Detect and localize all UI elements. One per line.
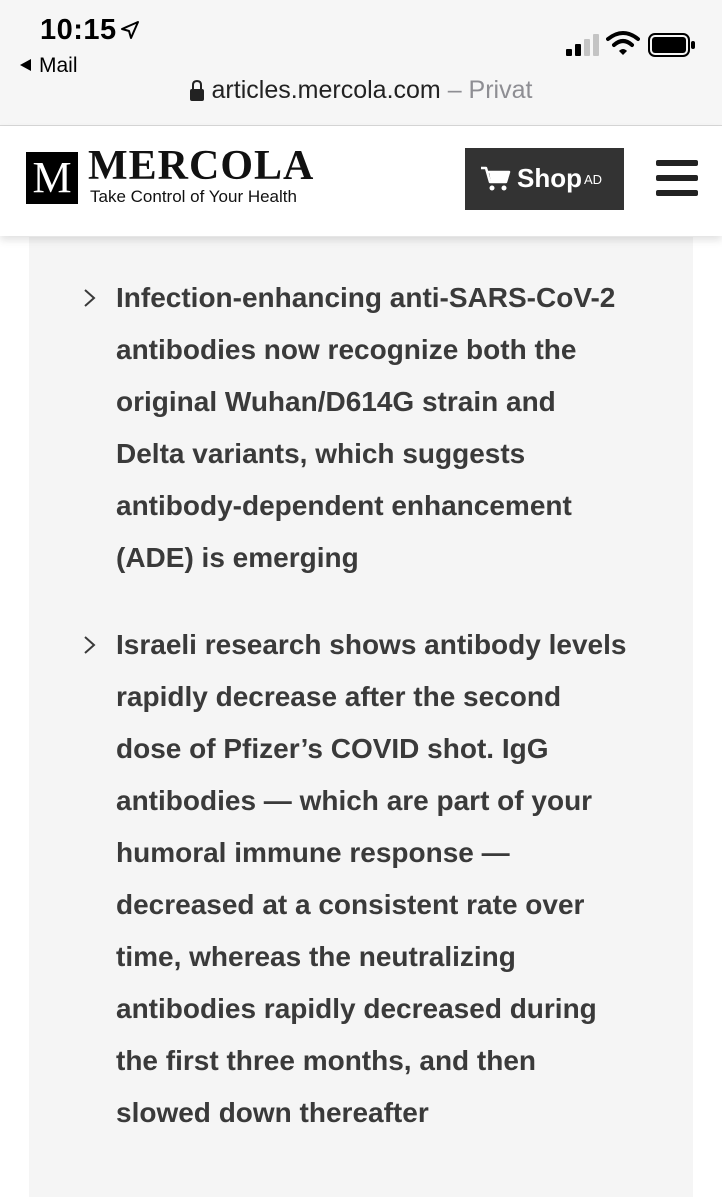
ad-label: AD bbox=[584, 172, 603, 187]
chevron-right-icon bbox=[84, 636, 96, 654]
text-line: humoral immune response — bbox=[116, 837, 510, 868]
logo-name: MERCOLA bbox=[88, 143, 315, 189]
text-line: antibodies rapidly decreased during bbox=[116, 993, 597, 1024]
story-summary-box: Infection-enhancing anti-SARS-CoV-2 anti… bbox=[29, 237, 693, 1197]
text-line: the first three months, and then bbox=[116, 1045, 537, 1076]
cart-icon bbox=[481, 166, 511, 191]
shop-button[interactable]: Shop AD bbox=[465, 148, 624, 210]
text-line: dose of Pfizer’s COVID shot. IgG bbox=[116, 733, 549, 764]
wifi-icon bbox=[606, 31, 640, 55]
battery-icon bbox=[648, 33, 695, 57]
text-line: decreased at a consistent rate over bbox=[116, 889, 585, 920]
text-line: slowed down thereafter bbox=[116, 1097, 429, 1128]
privacy-label: – Privat bbox=[440, 76, 533, 104]
url-text: articles.mercola.com bbox=[211, 76, 441, 104]
address-bar[interactable]: articles.mercola.com – Privat bbox=[0, 76, 722, 105]
back-label: Mail bbox=[39, 54, 78, 77]
text-line: rapidly decrease after the second bbox=[116, 681, 562, 712]
browser-status-bar: 10:15 Mail articles.mercola.com – Privat bbox=[0, 0, 722, 126]
shop-label: Shop bbox=[517, 163, 582, 193]
text-line: Delta variants, which suggests bbox=[116, 438, 526, 469]
chevron-right-icon bbox=[84, 289, 96, 307]
text-line: Israeli research shows antibody levels bbox=[116, 629, 627, 660]
summary-item-text: Infection-enhancing anti-SARS-CoV-2 anti… bbox=[116, 272, 656, 584]
summary-item-text: Israeli research shows antibody levels r… bbox=[116, 619, 656, 1139]
logo-mark: M bbox=[26, 152, 78, 204]
location-arrow-icon bbox=[121, 21, 139, 39]
text-line: antibodies now recognize both the bbox=[116, 334, 577, 365]
back-to-mail-button[interactable]: Mail bbox=[20, 54, 78, 78]
status-time: 10:15 bbox=[40, 14, 117, 46]
cellular-signal-icon bbox=[566, 34, 599, 56]
text-line: Infection-enhancing anti-SARS-CoV-2 bbox=[116, 282, 616, 313]
text-line: antibodies — which are part of your bbox=[116, 785, 593, 816]
lock-icon bbox=[189, 79, 204, 101]
text-line: (ADE) is emerging bbox=[116, 542, 359, 573]
site-header: M MERCOLA Take Control of Your Health Sh… bbox=[0, 126, 722, 236]
text-line: original Wuhan/D614G strain and bbox=[116, 386, 556, 417]
hamburger-menu-icon[interactable] bbox=[656, 160, 698, 196]
back-arrow-icon bbox=[20, 59, 31, 71]
logo-tagline: Take Control of Your Health bbox=[90, 187, 297, 206]
text-line: time, whereas the neutralizing bbox=[116, 941, 516, 972]
text-line: antibody-dependent enhancement bbox=[116, 490, 572, 521]
